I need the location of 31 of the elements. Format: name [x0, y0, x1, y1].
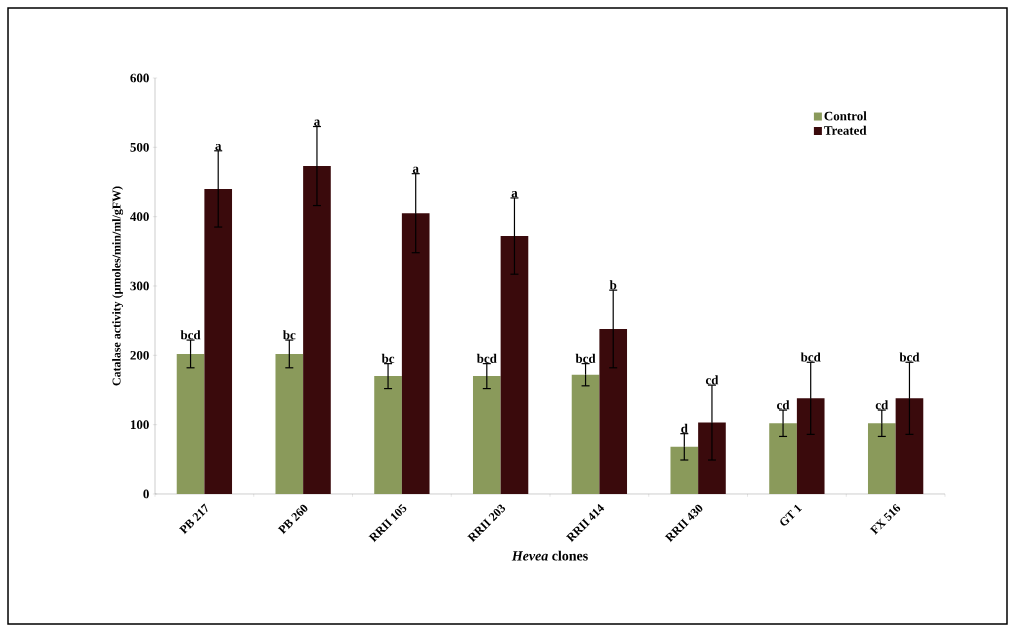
data-label: bc [283, 330, 296, 340]
x-tick-label: FX 516 [869, 503, 901, 535]
y-tick-label: 400 [130, 212, 149, 222]
y-axis-title: Catalase activity (µmoles/min/ml/gFW) [112, 186, 124, 386]
data-label: d [681, 423, 688, 433]
legend-label: Treated [824, 125, 867, 135]
data-label: a [314, 119, 320, 126]
y-tick-label: 100 [130, 420, 149, 430]
y-tick-label: 300 [130, 281, 149, 291]
data-label: bcd [180, 330, 201, 340]
data-label: a [412, 166, 419, 173]
data-label: a [215, 143, 222, 151]
y-tick-label: 600 [130, 73, 149, 83]
y-tick-label: 200 [130, 350, 149, 360]
data-label: b [609, 280, 617, 290]
legend-label: Control [824, 111, 867, 121]
x-axis-title: Hevea clones [511, 550, 588, 561]
y-tick-label: 0 [143, 489, 149, 499]
data-label: bcd [476, 353, 497, 363]
x-tick-label: GT 1 [780, 504, 803, 526]
data-label: a [511, 191, 518, 198]
data-label: bc [381, 353, 395, 363]
data-label: bcd [575, 353, 596, 363]
data-label: cd [705, 375, 719, 385]
y-tick-label: 500 [130, 142, 149, 152]
data-label: bcd [899, 352, 920, 362]
x-tick-label: PB 217 [178, 503, 208, 535]
x-tick-label: PB 260 [277, 504, 308, 535]
data-label: cd [875, 400, 889, 410]
data-label: cd [777, 400, 790, 410]
data-label: bcd [800, 352, 821, 362]
